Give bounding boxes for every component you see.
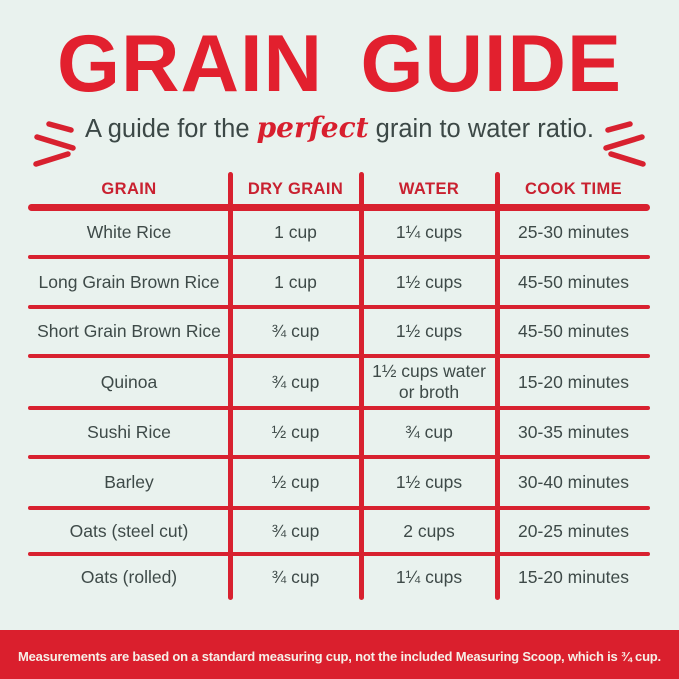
cell-dry-grain: ½ cup: [271, 472, 320, 493]
cell-dry-grain: ¾ cup: [271, 371, 320, 392]
cell-water: 1¼ cups: [395, 566, 463, 587]
column-header-cook-time: COOK TIME: [524, 179, 623, 198]
cell-water: 1¼ cups: [395, 221, 463, 242]
cell-grain: Quinoa: [100, 371, 158, 392]
cell-grain: Long Grain Brown Rice: [38, 271, 220, 292]
cell-grain: Barley: [104, 472, 154, 493]
emphasis-marks-left-icon: [33, 121, 76, 167]
cell-cook-time: 30-40 minutes: [518, 472, 629, 493]
cell-grain: Short Grain Brown Rice: [37, 321, 221, 342]
cell-cook-time: 25-30 minutes: [518, 221, 629, 242]
column-header-water: WATER: [398, 179, 460, 198]
cell-cook-time: 45-50 minutes: [518, 321, 629, 342]
cell-dry-grain: 1 cup: [274, 271, 317, 292]
subtitle-text: A guide for the perfect grain to water r…: [85, 109, 594, 145]
cell-cook-time: 15-20 minutes: [518, 566, 629, 587]
footer-note-bar: Measurements are based on a standard mea…: [0, 630, 679, 679]
subtitle-suffix: grain to water ratio.: [368, 115, 594, 143]
cell-dry-grain: ¾ cup: [271, 321, 320, 342]
subtitle-highlight: perfect: [256, 111, 369, 144]
cell-water: 1½ cups: [395, 472, 463, 493]
subtitle: A guide for the perfect grain to water r…: [0, 109, 679, 169]
cell-grain: Oats (rolled): [80, 566, 178, 587]
cell-dry-grain: ¾ cup: [271, 566, 320, 587]
column-header-dry-grain: DRY GRAIN: [247, 179, 344, 198]
cell-grain: Sushi Rice: [87, 422, 171, 443]
cell-dry-grain: ¾ cup: [271, 520, 320, 541]
cell-grain: White Rice: [86, 221, 172, 242]
cell-grain: Oats (steel cut): [69, 520, 189, 541]
footer-note: Measurements are based on a standard mea…: [18, 648, 661, 664]
cell-water: 1½ cups: [395, 321, 463, 342]
grain-table: GRAIN DRY GRAIN WATER COOK TIME White Ri…: [28, 172, 650, 600]
cell-dry-grain: ½ cup: [271, 422, 320, 443]
grain-table-grid: GRAIN DRY GRAIN WATER COOK TIME White Ri…: [28, 172, 650, 600]
cell-water: ¾ cup: [405, 422, 453, 443]
cell-dry-grain: 1 cup: [274, 221, 317, 242]
cell-cook-time: 15-20 minutes: [518, 371, 629, 392]
page-title: GRAIN GUIDE: [56, 19, 623, 109]
cell-cook-time: 20-25 minutes: [518, 520, 629, 541]
subtitle-prefix: A guide for the: [85, 115, 257, 143]
cell-water: 1½ cups: [395, 271, 463, 292]
emphasis-marks-right-icon: [603, 121, 646, 167]
cell-water: 1½ cups water or broth: [372, 361, 486, 402]
cell-water: 2 cups: [403, 520, 455, 541]
cell-cook-time: 45-50 minutes: [518, 271, 629, 292]
cell-cook-time: 30-35 minutes: [518, 422, 629, 443]
column-header-grain: GRAIN: [101, 179, 157, 198]
